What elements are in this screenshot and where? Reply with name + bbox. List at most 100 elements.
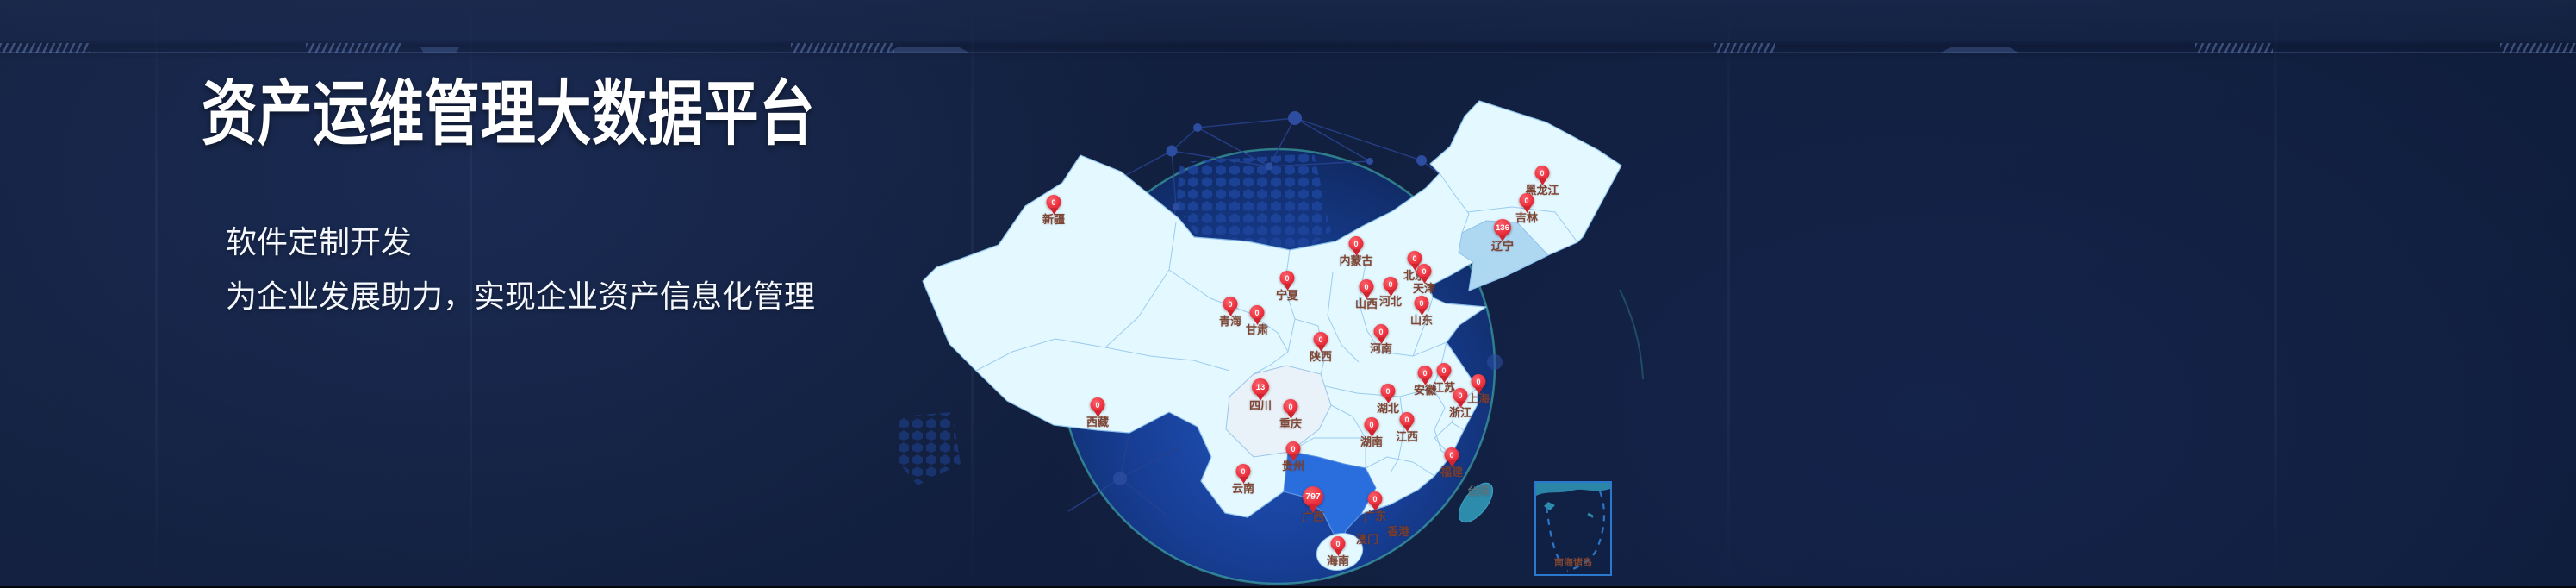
province-label-湖南[interactable]: 湖南 [1360,435,1384,448]
province-label-山西[interactable]: 山西 [1354,297,1378,310]
province-guangxi[interactable] [1283,450,1377,541]
province-label-新疆[interactable]: 新疆 [1042,213,1066,226]
province-pin-黑龙江[interactable]: 0 [1534,166,1550,180]
pin-value: 0 [1453,388,1468,403]
province-label-广西[interactable]: 广西 [1301,510,1325,523]
island-hainan[interactable] [1312,529,1366,576]
province-pin-湖南[interactable]: 0 [1364,417,1379,432]
province-pin-福建[interactable]: 0 [1444,447,1459,462]
south-china-sea-inset[interactable]: 南海诸岛 [1534,481,1612,576]
province-label-陕西[interactable]: 陕西 [1309,350,1333,363]
province-sichuan[interactable] [1225,365,1332,458]
pin-value: 0 [1380,384,1396,398]
province-label-西藏[interactable]: 西藏 [1086,416,1110,428]
province-pin-四川[interactable]: 13 [1252,378,1269,396]
province-label-重庆[interactable]: 重庆 [1279,417,1303,430]
pin-value: 0 [1283,399,1298,414]
pin-value: 797 [1303,486,1323,507]
province-label-广东[interactable]: 广东 [1363,510,1387,522]
panel-seam [971,0,974,586]
province-pin-贵州[interactable]: 0 [1285,441,1301,456]
province-pin-河北[interactable]: 0 [1383,277,1398,291]
pin-value: 0 [1364,417,1379,432]
province-pin-湖北[interactable]: 0 [1380,384,1396,398]
top-decoration-band [0,41,2576,55]
province-label-青海[interactable]: 青海 [1218,315,1242,328]
province-pin-青海[interactable]: 0 [1223,297,1238,311]
province-pin-甘肃[interactable]: 0 [1249,305,1265,320]
pin-value: 0 [1223,297,1238,311]
province-label-河北[interactable]: 河北 [1378,295,1403,308]
province-label-北京[interactable]: 北京 [1403,269,1427,282]
province-label-浙江[interactable]: 浙江 [1448,406,1472,419]
hatch-stripes [2195,43,2273,53]
province-pin-山西[interactable]: 0 [1359,279,1374,294]
province-label-四川[interactable]: 四川 [1248,399,1272,412]
page-subtitle: 软件定制开发 为企业发展助力，实现企业资产信息化管理 [226,216,815,324]
mainland-shape[interactable] [922,100,1622,541]
province-pin-西藏[interactable]: 0 [1090,397,1105,412]
province-label-福建[interactable]: 福建 [1440,466,1464,479]
province-pin-吉林[interactable]: 0 [1519,193,1534,208]
pin-value: 0 [1414,296,1429,310]
pin-value: 0 [1090,397,1105,412]
province-pin-安徽[interactable]: 0 [1417,366,1433,380]
province-pin-新疆[interactable]: 0 [1046,195,1061,210]
province-label-山东[interactable]: 山东 [1409,314,1434,327]
pin-value: 0 [1359,279,1374,294]
province-pin-云南[interactable]: 0 [1235,464,1251,479]
province-pin-海南[interactable]: 0 [1330,536,1346,551]
province-pin-浙江[interactable]: 0 [1453,388,1468,403]
province-label-上海[interactable]: 上海 [1466,392,1490,405]
province-label-安徽[interactable]: 安徽 [1413,384,1437,397]
province-pin-天津[interactable]: 0 [1416,264,1432,278]
province-pin-宁夏[interactable]: 0 [1279,271,1295,285]
subtitle-line-1: 软件定制开发 [226,225,413,260]
province-label-宁夏[interactable]: 宁夏 [1275,289,1299,302]
pin-value: 0 [1444,447,1459,462]
province-label-江苏[interactable]: 江苏 [1432,381,1456,394]
pin-value: 0 [1383,277,1398,291]
province-pin-北京[interactable]: 0 [1407,251,1422,266]
province-label-吉林[interactable]: 吉林 [1515,211,1539,224]
pin-value: 0 [1534,166,1550,180]
hex-dots-cluster [896,412,961,485]
province-label-内蒙古[interactable]: 内蒙古 [1339,254,1373,267]
province-pin-重庆[interactable]: 0 [1283,399,1298,414]
province-pin-广西[interactable]: 797 [1303,486,1323,507]
province-pin-山东[interactable]: 0 [1414,296,1429,310]
province-label-香港[interactable]: 香港 [1386,525,1410,538]
province-label-海南[interactable]: 海南 [1326,554,1350,567]
globe-decoration [896,111,1503,585]
province-label-贵州[interactable]: 贵州 [1281,460,1305,472]
island-taiwan[interactable] [1453,478,1499,529]
pin-value: 0 [1249,305,1265,320]
china-map-svg [896,100,1644,585]
inset-map-svg [1536,483,1610,572]
province-label-江西[interactable]: 江西 [1395,430,1419,443]
province-pin-河南[interactable]: 0 [1373,324,1389,339]
province-pin-辽宁[interactable]: 136 [1494,219,1511,236]
province-liaoning[interactable] [1458,220,1549,291]
province-pin-陕西[interactable]: 0 [1313,332,1328,347]
province-label-台湾[interactable]: 台湾 [1466,485,1490,497]
network-lines [986,117,1470,516]
province-label-湖北[interactable]: 湖北 [1376,402,1400,415]
province-label-甘肃[interactable]: 甘肃 [1245,323,1269,336]
province-label-黑龙江[interactable]: 黑龙江 [1525,184,1559,197]
province-pin-上海[interactable]: 0 [1471,374,1486,389]
pin-value: 13 [1252,378,1269,396]
province-label-河南[interactable]: 河南 [1369,342,1393,355]
page-title: 资产运维管理大数据平台 [202,75,816,153]
province-pin-广东[interactable]: 0 [1367,491,1383,506]
pin-value: 136 [1494,219,1511,236]
province-pin-江西[interactable]: 0 [1399,412,1415,427]
province-label-云南[interactable]: 云南 [1231,482,1255,495]
province-pin-江苏[interactable]: 0 [1436,363,1452,378]
province-pin-内蒙古[interactable]: 0 [1348,236,1364,251]
province-label-天津[interactable]: 天津 [1412,282,1436,295]
province-label-澳门[interactable]: 澳门 [1355,533,1379,546]
pin-value: 0 [1519,193,1534,208]
province-label-辽宁[interactable]: 辽宁 [1490,240,1515,253]
